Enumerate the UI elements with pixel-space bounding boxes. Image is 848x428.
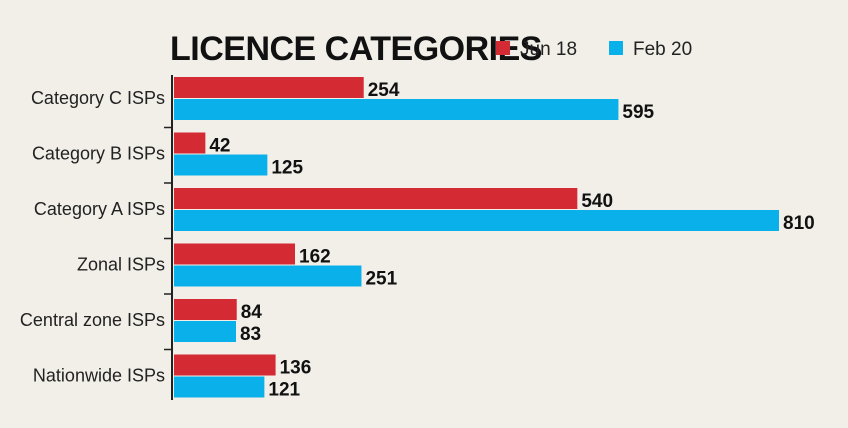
category-label-nationwide-isps: Nationwide ISPs bbox=[33, 366, 165, 386]
category-label-central-zone-isps: Central zone ISPs bbox=[20, 310, 165, 330]
category-labels: Category C ISPs Category B ISPs Category A… bbox=[20, 88, 165, 386]
legend: Jun 18 Feb 20 bbox=[496, 39, 692, 60]
bar-category-a-isps-jun-18 bbox=[174, 188, 578, 209]
value-label-zonal-isps-jun-18: 162 bbox=[299, 247, 331, 268]
legend-swatch-feb-20 bbox=[609, 41, 623, 55]
value-label-category-c-isps-jun-18: 254 bbox=[368, 80, 400, 101]
bar-zonal-isps-jun-18 bbox=[174, 243, 295, 265]
value-label-category-c-isps-feb-20: 595 bbox=[622, 102, 654, 123]
bars bbox=[174, 77, 779, 398]
value-label-category-b-isps-jun-18: 42 bbox=[209, 136, 230, 157]
bar-central-zone-isps-jun-18 bbox=[174, 299, 237, 320]
value-label-central-zone-isps-jun-18: 84 bbox=[241, 302, 263, 323]
value-label-nationwide-isps-feb-20: 121 bbox=[268, 380, 300, 401]
legend-label-feb-20: Feb 20 bbox=[633, 39, 692, 60]
category-separators bbox=[164, 126, 172, 351]
category-label-category-a-isps: Category A ISPs bbox=[34, 199, 165, 219]
value-label-zonal-isps-feb-20: 251 bbox=[365, 269, 397, 290]
chart-title: LICENCE CATEGORIES bbox=[170, 30, 542, 68]
bar-category-a-isps-feb-20 bbox=[174, 210, 779, 231]
bar-category-b-isps-jun-18 bbox=[174, 132, 206, 154]
bar-category-b-isps-feb-20 bbox=[174, 154, 268, 176]
bar-category-c-isps-feb-20 bbox=[174, 99, 619, 120]
bar-central-zone-isps-feb-20 bbox=[174, 321, 236, 342]
value-label-category-b-isps-feb-20: 125 bbox=[271, 158, 303, 179]
bar-zonal-isps-feb-20 bbox=[174, 265, 362, 287]
bar-category-c-isps-jun-18 bbox=[174, 77, 364, 98]
legend-swatch-jun-18 bbox=[496, 41, 510, 55]
category-label-zonal-isps: Zonal ISPs bbox=[77, 255, 165, 275]
value-label-category-a-isps-jun-18: 540 bbox=[581, 191, 613, 212]
value-label-nationwide-isps-jun-18: 136 bbox=[280, 358, 312, 379]
bar-nationwide-isps-jun-18 bbox=[174, 354, 276, 376]
category-label-category-c-isps: Category C ISPs bbox=[31, 88, 165, 108]
bar-nationwide-isps-feb-20 bbox=[174, 376, 265, 398]
value-label-central-zone-isps-feb-20: 83 bbox=[240, 324, 261, 345]
category-label-category-b-isps: Category B ISPs bbox=[32, 144, 165, 164]
value-label-category-a-isps-feb-20: 810 bbox=[783, 213, 815, 234]
legend-label-jun-18: Jun 18 bbox=[520, 39, 577, 60]
